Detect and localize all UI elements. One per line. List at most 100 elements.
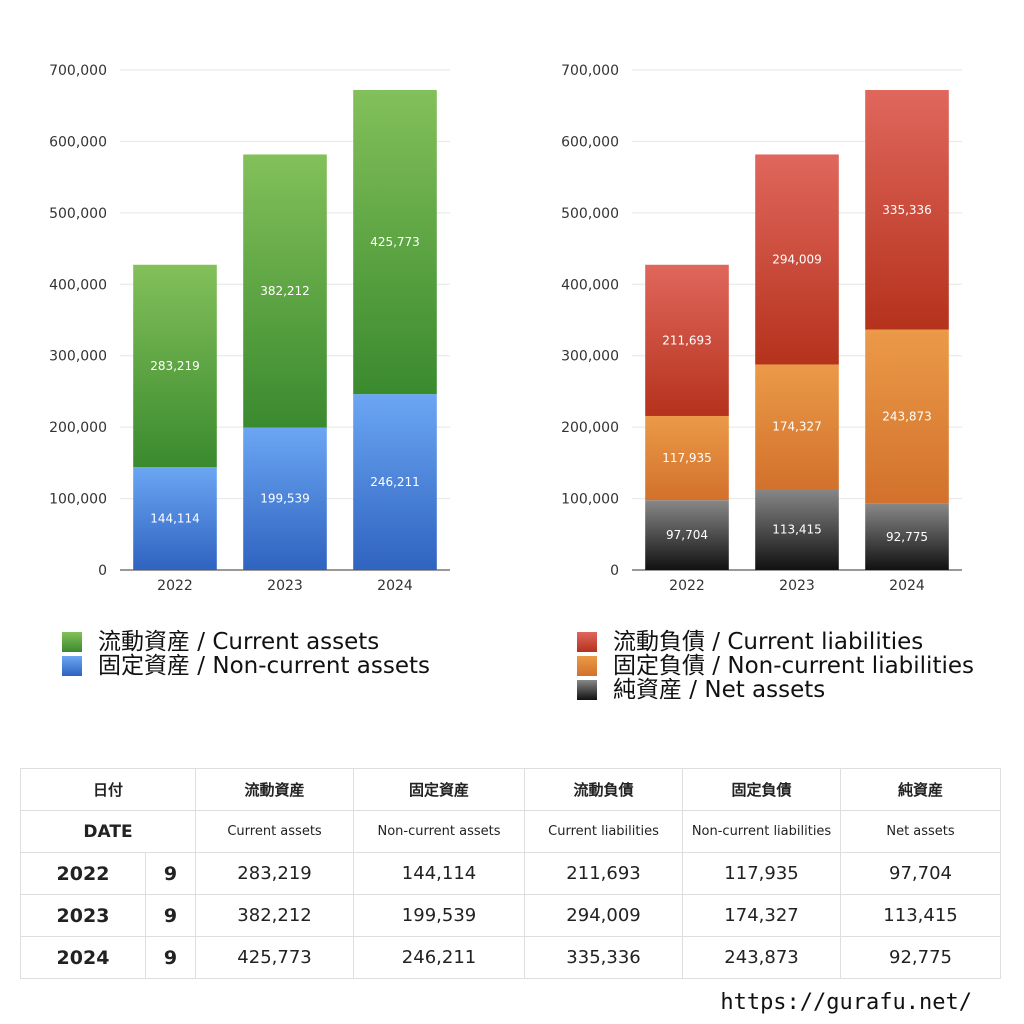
header-non-current-liabilities-en: Non-current liabilities bbox=[682, 810, 842, 853]
y-tick-label: 700,000 bbox=[561, 63, 619, 79]
header-current-liabilities-jp: 流動負債 bbox=[524, 768, 684, 811]
x-tick-label: 2023 bbox=[779, 578, 815, 594]
bar-segment-non-current-assets bbox=[133, 467, 217, 570]
legend-swatch bbox=[577, 656, 597, 676]
header-non-current-assets-en: Non-current assets bbox=[353, 810, 526, 853]
y-tick-label: 100,000 bbox=[561, 492, 619, 508]
data-label: 283,219 bbox=[150, 359, 200, 373]
data-label: 211,693 bbox=[662, 333, 712, 347]
cell-non-current-liabilities: 243,873 bbox=[682, 936, 842, 979]
bar-segment-current-liabilities bbox=[865, 90, 949, 330]
bar-segment-non-current-liabilities bbox=[755, 364, 839, 489]
data-table: 日付 流動資産 固定資産 流動負債 固定負債 純資産 DATE Current … bbox=[19, 768, 1002, 979]
legend-item-net-assets: 純資産 / Net assets bbox=[577, 678, 974, 702]
legend-label: 固定資産 / Non-current assets bbox=[98, 653, 431, 679]
row-year: 2024 bbox=[20, 936, 146, 979]
row-month: 9 bbox=[144, 852, 197, 895]
data-label: 199,539 bbox=[260, 492, 310, 506]
header-current-assets-en: Current assets bbox=[195, 810, 355, 853]
data-label: 243,873 bbox=[882, 410, 932, 424]
y-tick-label: 400,000 bbox=[561, 277, 619, 293]
bar-segment-current-assets bbox=[243, 154, 327, 428]
row-year: 2023 bbox=[20, 894, 146, 937]
assets-legend: 流動資産 / Current assets 固定資産 / Non-current… bbox=[62, 630, 430, 678]
liabilities-chart: 0 100,000 200,000 300,000 400,000 500,000 600,… bbox=[561, 63, 962, 594]
bar-segment-non-current-assets bbox=[243, 427, 327, 570]
bar-segment-non-current-liabilities bbox=[645, 415, 729, 501]
cell-non-current-liabilities: 174,327 bbox=[682, 894, 842, 937]
x-tick-label: 2022 bbox=[157, 578, 193, 594]
table-header-en: DATE Current assets Non-current assets C… bbox=[19, 810, 1002, 853]
y-tick-label: 600,000 bbox=[561, 134, 619, 150]
table-row: 2024 9 425,773 246,211 335,336 243,873 9… bbox=[20, 936, 1002, 979]
cell-net-assets: 97,704 bbox=[840, 852, 1002, 895]
data-label: 97,704 bbox=[666, 528, 708, 542]
cell-non-current-assets: 246,211 bbox=[353, 936, 526, 979]
cell-net-assets: 92,775 bbox=[840, 936, 1002, 979]
y-tick-label: 200,000 bbox=[49, 420, 107, 436]
data-label: 117,935 bbox=[662, 451, 712, 465]
legend-swatch bbox=[62, 632, 82, 652]
y-tick-label: 400,000 bbox=[49, 277, 107, 293]
header-net-assets-en: Net assets bbox=[840, 810, 1002, 853]
header-date-en: DATE bbox=[19, 810, 197, 853]
table-header-jp: 日付 流動資産 固定資産 流動負債 固定負債 純資産 bbox=[19, 768, 1002, 811]
y-tick-label: 100,000 bbox=[49, 492, 107, 508]
cell-current-assets: 382,212 bbox=[195, 894, 355, 937]
legend-swatch bbox=[577, 632, 597, 652]
legend-label: 固定負債 / Non-current liabilities bbox=[613, 653, 974, 679]
x-tick-label: 2023 bbox=[267, 578, 303, 594]
cell-non-current-assets: 144,114 bbox=[353, 852, 526, 895]
legend-item-current-assets: 流動資産 / Current assets bbox=[62, 630, 430, 654]
table-row: 2022 9 283,219 144,114 211,693 117,935 9… bbox=[20, 852, 1002, 895]
cell-current-liabilities: 294,009 bbox=[524, 894, 684, 937]
legend-label: 純資産 / Net assets bbox=[613, 677, 826, 703]
y-tick-label: 300,000 bbox=[49, 349, 107, 365]
header-current-liabilities-en: Current liabilities bbox=[524, 810, 684, 853]
data-label: 294,009 bbox=[772, 252, 822, 266]
data-label: 144,114 bbox=[150, 512, 200, 526]
bar-segment-non-current-assets bbox=[353, 394, 437, 570]
header-date-jp: 日付 bbox=[19, 768, 197, 811]
row-month: 9 bbox=[144, 936, 197, 979]
legend-label: 流動資産 / Current assets bbox=[98, 629, 380, 655]
assets-chart: 0 100,000 200,000 300,000 400,000 500,000 600,… bbox=[49, 63, 450, 594]
data-label: 246,211 bbox=[370, 475, 420, 489]
y-tick-label: 0 bbox=[610, 563, 619, 579]
bar-segment-current-liabilities bbox=[645, 264, 729, 416]
legend-swatch bbox=[62, 656, 82, 676]
row-month: 9 bbox=[144, 894, 197, 937]
header-current-assets-jp: 流動資産 bbox=[195, 768, 355, 811]
y-tick-label: 700,000 bbox=[49, 63, 107, 79]
y-tick-label: 600,000 bbox=[49, 134, 107, 150]
data-label: 382,212 bbox=[260, 284, 310, 298]
y-tick-label: 300,000 bbox=[561, 349, 619, 365]
bar-segment-net-assets bbox=[865, 503, 949, 570]
data-label: 425,773 bbox=[370, 235, 420, 249]
cell-current-assets: 283,219 bbox=[195, 852, 355, 895]
bar-segment-net-assets bbox=[645, 500, 729, 570]
data-label: 113,415 bbox=[772, 522, 822, 536]
bar-segment-current-liabilities bbox=[755, 154, 839, 365]
x-tick-label: 2022 bbox=[669, 578, 705, 594]
y-tick-label: 500,000 bbox=[561, 206, 619, 222]
legend-swatch bbox=[577, 680, 597, 700]
legend-item-non-current-assets: 固定資産 / Non-current assets bbox=[62, 654, 430, 678]
cell-net-assets: 113,415 bbox=[840, 894, 1002, 937]
header-net-assets-jp: 純資産 bbox=[840, 768, 1002, 811]
liabilities-legend: 流動負債 / Current liabilities 固定負債 / Non-cu… bbox=[577, 630, 974, 702]
cell-non-current-assets: 199,539 bbox=[353, 894, 526, 937]
header-non-current-assets-jp: 固定資産 bbox=[353, 768, 526, 811]
legend-label: 流動負債 / Current liabilities bbox=[613, 629, 924, 655]
legend-item-non-current-liabilities: 固定負債 / Non-current liabilities bbox=[577, 654, 974, 678]
data-label: 92,775 bbox=[886, 530, 928, 544]
cell-current-liabilities: 211,693 bbox=[524, 852, 684, 895]
data-label: 174,327 bbox=[772, 420, 822, 434]
legend-item-current-liabilities: 流動負債 / Current liabilities bbox=[577, 630, 974, 654]
y-tick-label: 500,000 bbox=[49, 206, 107, 222]
cell-non-current-liabilities: 117,935 bbox=[682, 852, 842, 895]
x-tick-label: 2024 bbox=[889, 578, 925, 594]
header-non-current-liabilities-jp: 固定負債 bbox=[682, 768, 842, 811]
cell-current-liabilities: 335,336 bbox=[524, 936, 684, 979]
bar-segment-current-assets bbox=[133, 264, 217, 468]
